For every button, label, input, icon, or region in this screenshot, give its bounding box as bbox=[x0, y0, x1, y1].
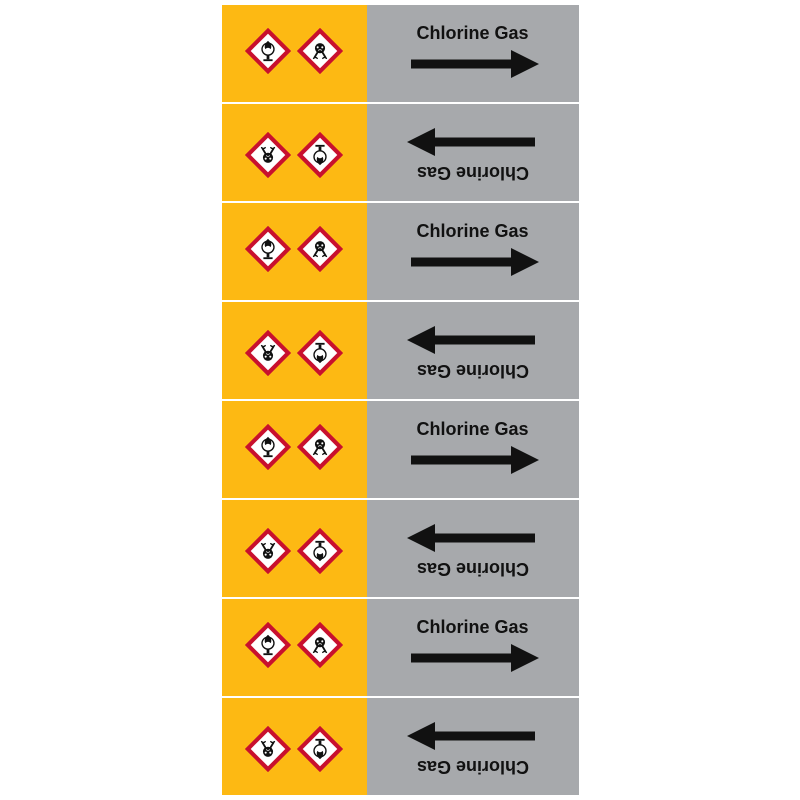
hazard-panel bbox=[222, 500, 367, 597]
pipe-marker-row: Chlorine Gas bbox=[222, 302, 579, 401]
pipe-marker-row: Chlorine Gas bbox=[222, 500, 579, 599]
flow-arrow-icon bbox=[403, 246, 543, 283]
flow-arrow-icon bbox=[403, 716, 543, 753]
toxic-ghs-icon bbox=[297, 28, 343, 79]
oxidizer-ghs-icon bbox=[245, 28, 291, 79]
pipe-marker-row: Chlorine Gas bbox=[222, 203, 579, 302]
label-panel: Chlorine Gas bbox=[367, 302, 579, 399]
toxic-ghs-icon bbox=[245, 523, 291, 574]
oxidizer-ghs-icon bbox=[245, 424, 291, 475]
substance-label: Chlorine Gas bbox=[416, 419, 528, 440]
label-panel: Chlorine Gas bbox=[367, 104, 579, 201]
substance-label: Chlorine Gas bbox=[416, 617, 528, 638]
oxidizer-ghs-icon bbox=[297, 721, 343, 772]
toxic-ghs-icon bbox=[297, 226, 343, 277]
label-panel: Chlorine Gas bbox=[367, 203, 579, 300]
hazard-panel bbox=[222, 302, 367, 399]
hazard-panel bbox=[222, 401, 367, 498]
substance-label: Chlorine Gas bbox=[416, 163, 528, 184]
toxic-ghs-icon bbox=[245, 721, 291, 772]
pipe-marker-row: Chlorine Gas bbox=[222, 401, 579, 500]
hazard-panel bbox=[222, 599, 367, 696]
label-panel: Chlorine Gas bbox=[367, 500, 579, 597]
oxidizer-ghs-icon bbox=[297, 127, 343, 178]
toxic-ghs-icon bbox=[245, 127, 291, 178]
pipe-marker-row: Chlorine Gas bbox=[222, 5, 579, 104]
flow-arrow-icon bbox=[403, 122, 543, 159]
flow-arrow-icon bbox=[403, 518, 543, 555]
label-panel: Chlorine Gas bbox=[367, 401, 579, 498]
substance-label: Chlorine Gas bbox=[416, 757, 528, 778]
hazard-panel bbox=[222, 104, 367, 201]
pipe-marker-row: Chlorine Gas bbox=[222, 698, 579, 795]
toxic-ghs-icon bbox=[245, 325, 291, 376]
hazard-panel bbox=[222, 698, 367, 795]
hazard-panel bbox=[222, 5, 367, 102]
oxidizer-ghs-icon bbox=[297, 523, 343, 574]
label-panel: Chlorine Gas bbox=[367, 698, 579, 795]
substance-label: Chlorine Gas bbox=[416, 361, 528, 382]
substance-label: Chlorine Gas bbox=[416, 559, 528, 580]
oxidizer-ghs-icon bbox=[245, 622, 291, 673]
oxidizer-ghs-icon bbox=[297, 325, 343, 376]
label-panel: Chlorine Gas bbox=[367, 5, 579, 102]
flow-arrow-icon bbox=[403, 320, 543, 357]
pipe-marker-row: Chlorine Gas bbox=[222, 104, 579, 203]
toxic-ghs-icon bbox=[297, 424, 343, 475]
flow-arrow-icon bbox=[403, 444, 543, 481]
flow-arrow-icon bbox=[403, 48, 543, 85]
toxic-ghs-icon bbox=[297, 622, 343, 673]
flow-arrow-icon bbox=[403, 642, 543, 679]
substance-label: Chlorine Gas bbox=[416, 23, 528, 44]
substance-label: Chlorine Gas bbox=[416, 221, 528, 242]
pipe-marker-row: Chlorine Gas bbox=[222, 599, 579, 698]
label-panel: Chlorine Gas bbox=[367, 599, 579, 696]
hazard-panel bbox=[222, 203, 367, 300]
pipe-marker-sheet: Chlorine Gas Chlorine Gas bbox=[222, 5, 579, 795]
oxidizer-ghs-icon bbox=[245, 226, 291, 277]
